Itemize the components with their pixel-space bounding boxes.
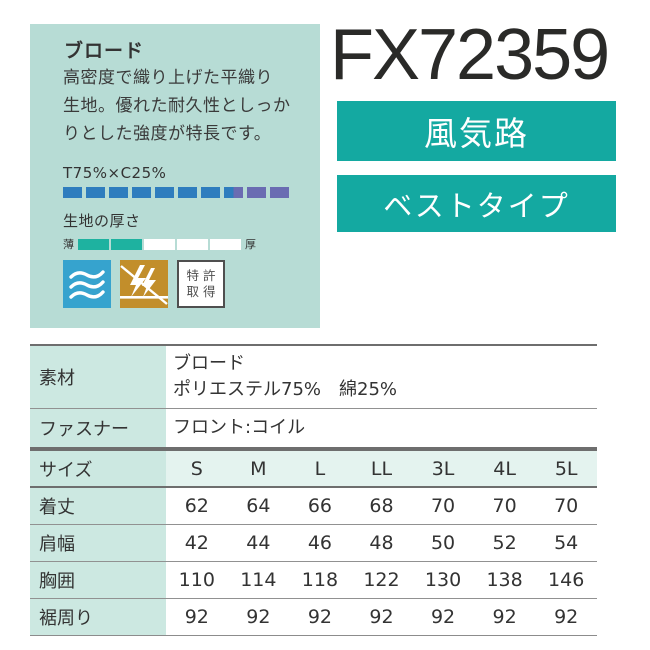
size-header-label: サイズ [30, 450, 166, 487]
composition-bar-segment [86, 187, 105, 198]
size-table-header-row: サイズ S M L LL 3L 4L 5L [30, 450, 597, 487]
spec-row-value: ブロードポリエステル75% 綿25% [166, 345, 597, 409]
composition-bar-segment [247, 187, 266, 198]
composition-bar-segment [270, 187, 289, 198]
fiber-composition: T75%×C25% [63, 164, 289, 198]
size-value-cell: 92 [307, 605, 332, 628]
size-value-cell: 92 [430, 605, 456, 628]
size-value-cell: 52 [492, 531, 517, 554]
size-value-cell: 70 [492, 494, 517, 517]
size-value-cell: 48 [369, 531, 394, 554]
material-spec-table: 素材 ブロード ポリエステル75% 綿25% ファスナー フロント:コイル [30, 344, 597, 449]
size-value-cell: 70 [554, 494, 579, 517]
patent-label-line1: 特許 [186, 268, 220, 283]
size-value-cell: 92 [554, 605, 579, 628]
anti-static-icon [120, 260, 168, 308]
airflow-icon [63, 260, 111, 308]
size-row-label: 裾周り [30, 598, 166, 635]
thickness-thin-label: 薄 [63, 238, 74, 251]
size-value-cell: 44 [246, 531, 271, 554]
size-table-row: 裾周り 92 92 92 92 92 92 92 [30, 598, 597, 635]
thickness-bar-segment [210, 238, 241, 250]
series-name-banner: 風気路 [337, 101, 616, 161]
size-value-cell: 92 [246, 605, 271, 628]
size-value-cell: 68 [369, 494, 394, 517]
size-table-row: 着丈 62 64 66 68 70 70 70 [30, 487, 597, 524]
size-row-label: 着丈 [30, 487, 166, 524]
size-column-header: 4L [473, 450, 536, 487]
spec-table-row: 素材 ブロードポリエステル75% 綿25% [30, 345, 597, 409]
size-value-cell: 54 [554, 531, 579, 554]
fiber-composition-label: T75%×C25% [63, 164, 167, 182]
spec-value-line: フロント:コイル [173, 417, 306, 438]
size-value-cell: 64 [246, 494, 271, 517]
size-table-row: 肩幅 42 44 46 48 50 52 54 [30, 524, 597, 561]
size-column-header: L [289, 450, 351, 487]
size-value-cell: 66 [307, 494, 332, 517]
size-value-cell: 42 [184, 531, 209, 554]
fabric-description-line: 高密度で織り上げた平織り [63, 68, 273, 88]
size-value-cell: 138 [486, 568, 523, 591]
fabric-name: ブロード [64, 40, 145, 62]
composition-bar-segment [224, 187, 243, 198]
fabric-description-line: 生地。優れた耐久性としっか [63, 96, 291, 116]
fabric-thickness-label: 生地の厚さ [63, 212, 141, 230]
fabric-thickness: 生地の厚さ 薄 厚 [63, 210, 256, 252]
fabric-thickness-bar [78, 238, 241, 250]
size-value-cell: 118 [301, 568, 339, 591]
thickness-bar-segment [144, 238, 175, 250]
fabric-description-line: りとした強度が特長です。 [63, 124, 272, 144]
fabric-description: 高密度で織り上げた平織り 生地。優れた耐久性としっか りとした強度が特長です。 [63, 64, 291, 148]
composition-bar-segment [132, 187, 151, 198]
composition-bar-segment [178, 187, 197, 198]
spec-row-label: ファスナー [30, 408, 166, 448]
size-value-cell: 62 [184, 494, 209, 517]
product-code: FX72359 [330, 15, 610, 95]
fabric-info-panel: ブロード 高密度で織り上げた平織り 生地。優れた耐久性としっか りとした強度が特長で… [30, 24, 320, 328]
feature-icons: 特許 取得 [63, 260, 225, 308]
size-row-label: 胸囲 [30, 561, 166, 598]
size-value-cell: 50 [430, 531, 456, 554]
size-value-cell: 46 [307, 531, 332, 554]
patent-label-line2: 取得 [186, 284, 220, 299]
composition-bar-segment [155, 187, 174, 198]
size-column-header: LL [350, 450, 413, 487]
spec-row-label: 素材 [30, 345, 166, 409]
size-value-cell: 92 [184, 605, 209, 628]
size-chart-table: サイズ S M L LL 3L 4L 5L 着丈 62 64 66 68 70 70 70 肩幅 42 44 46 48… [30, 449, 597, 636]
size-column-header: 5L [535, 450, 597, 487]
thickness-bar-segment [111, 238, 142, 250]
spec-value-line: ポリエステル75% 綿25% [173, 379, 398, 400]
spec-value-line: ブロード [173, 353, 245, 374]
size-value-cell: 110 [178, 568, 215, 591]
size-column-header: 3L [412, 450, 474, 487]
fiber-composition-bar [63, 187, 289, 198]
size-value-cell: 122 [363, 568, 400, 591]
size-row-label: 肩幅 [30, 524, 166, 561]
spec-row-value: フロント:コイル [166, 409, 597, 449]
thickness-thick-label: 厚 [245, 238, 256, 251]
patent-badge-icon: 特許 取得 [177, 260, 225, 308]
size-column-header: S [166, 450, 228, 487]
size-value-cell: 146 [548, 568, 585, 591]
thickness-bar-segment [177, 238, 208, 250]
size-value-cell: 114 [240, 568, 277, 591]
size-value-cell: 92 [369, 605, 394, 628]
garment-type-banner: ベストタイプ [337, 175, 616, 232]
composition-bar-segment [63, 187, 82, 198]
size-table-row: 胸囲 110 114 118 122 130 138 146 [30, 561, 597, 598]
spec-table-row: ファスナー フロント:コイル [30, 408, 597, 449]
size-column-header: M [227, 450, 290, 487]
size-value-cell: 130 [424, 568, 462, 591]
size-value-cell: 70 [430, 494, 456, 517]
size-value-cell: 92 [492, 605, 517, 628]
composition-bar-segment [109, 187, 128, 198]
composition-bar-segment [201, 187, 220, 198]
thickness-bar-segment [78, 238, 109, 250]
